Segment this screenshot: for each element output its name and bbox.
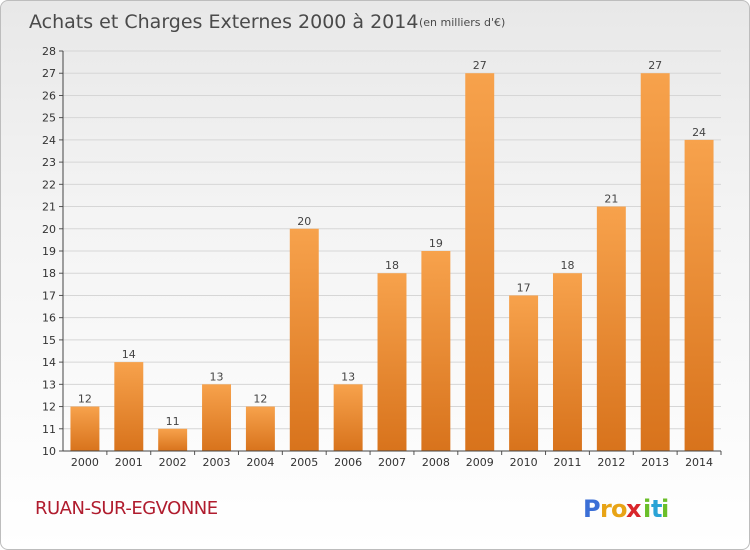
- y-tick-label: 15: [42, 334, 56, 347]
- bar: [465, 73, 495, 451]
- bars: [70, 73, 714, 451]
- y-tick-label: 21: [42, 201, 56, 214]
- bar-value-label: 27: [648, 59, 662, 72]
- x-tick-label: 2005: [290, 456, 318, 469]
- bar-value-label: 17: [517, 281, 531, 294]
- bar-value-labels: 12 14 11 13 12 20 13 18 19 27 17 18 21 27 24: [78, 59, 706, 428]
- y-tick-label: 27: [42, 67, 56, 80]
- x-tick-label: 2014: [685, 456, 713, 469]
- y-tick-label: 10: [42, 445, 56, 458]
- gridlines: [63, 50, 721, 452]
- x-tick-label: 2002: [159, 456, 187, 469]
- chart-subtitle: (en milliers d'€): [419, 16, 505, 29]
- x-axis-ticks: 2000 2001 2002 2003 2004 2005 2006 2007 2008 2009…: [71, 451, 722, 469]
- y-axis-ticks: 10 11 12 13 14 15 16 17 18 19 20 21 22 23 24 25 26 27 28: [42, 45, 63, 458]
- bar-value-label: 13: [210, 370, 224, 383]
- bar: [114, 362, 144, 451]
- x-tick-label: 2000: [71, 456, 99, 469]
- bar-value-label: 19: [429, 237, 443, 250]
- bar-value-label: 12: [78, 393, 92, 406]
- bar: [552, 273, 582, 451]
- y-tick-label: 17: [42, 289, 56, 302]
- bar-value-label: 18: [385, 259, 399, 272]
- location-name: RUAN-SUR-EGVONNE: [35, 498, 218, 519]
- y-tick-label: 26: [42, 89, 56, 102]
- y-tick-label: 23: [42, 156, 56, 169]
- logo-letter: x: [626, 495, 642, 523]
- y-tick-label: 14: [42, 356, 56, 369]
- y-tick-label: 11: [42, 423, 56, 436]
- logo-letter: P: [583, 495, 601, 523]
- logo-letter: o: [611, 495, 628, 523]
- x-tick-label: 2001: [115, 456, 143, 469]
- x-tick-label: 2004: [246, 456, 274, 469]
- x-tick-label: 2011: [553, 456, 581, 469]
- bar-value-label: 27: [473, 59, 487, 72]
- bar: [158, 428, 188, 451]
- y-tick-label: 16: [42, 312, 56, 325]
- x-tick-label: 2012: [597, 456, 625, 469]
- bar: [289, 228, 319, 451]
- y-tick-label: 20: [42, 223, 56, 236]
- y-tick-label: 12: [42, 401, 56, 414]
- logo-letter: t: [651, 495, 662, 523]
- y-tick-label: 22: [42, 178, 56, 191]
- x-tick-label: 2006: [334, 456, 362, 469]
- x-tick-label: 2010: [510, 456, 538, 469]
- y-tick-label: 28: [42, 45, 56, 58]
- bar-value-label: 12: [253, 393, 267, 406]
- bar: [684, 139, 714, 451]
- x-tick-label: 2009: [466, 456, 494, 469]
- y-tick-label: 13: [42, 378, 56, 391]
- logo-letter: r: [600, 495, 612, 523]
- y-tick-label: 24: [42, 134, 56, 147]
- y-tick-label: 19: [42, 245, 56, 258]
- bar: [202, 384, 232, 451]
- bar-value-label: 13: [341, 370, 355, 383]
- bar: [640, 73, 670, 451]
- x-tick-label: 2013: [641, 456, 669, 469]
- bar: [333, 384, 363, 451]
- bar-value-label: 20: [297, 215, 311, 228]
- x-tick-label: 2007: [378, 456, 406, 469]
- y-tick-label: 18: [42, 267, 56, 280]
- x-tick-label: 2008: [422, 456, 450, 469]
- bar-value-label: 24: [692, 126, 706, 139]
- bar-value-label: 18: [560, 259, 574, 272]
- bar-value-label: 11: [166, 415, 180, 428]
- bar: [509, 295, 539, 451]
- bar: [421, 251, 451, 451]
- bar-value-label: 14: [122, 348, 136, 361]
- bar: [377, 273, 407, 451]
- bar: [245, 406, 275, 451]
- logo-letter: i: [643, 495, 651, 523]
- x-tick-label: 2003: [203, 456, 231, 469]
- logo-letter: i: [661, 495, 669, 523]
- axes: [62, 51, 721, 452]
- bar-value-label: 21: [604, 193, 618, 206]
- y-tick-label: 25: [42, 112, 56, 125]
- chart-title: Achats et Charges Externes 2000 à 2014: [29, 11, 418, 33]
- bar: [596, 206, 626, 451]
- bar: [70, 406, 100, 451]
